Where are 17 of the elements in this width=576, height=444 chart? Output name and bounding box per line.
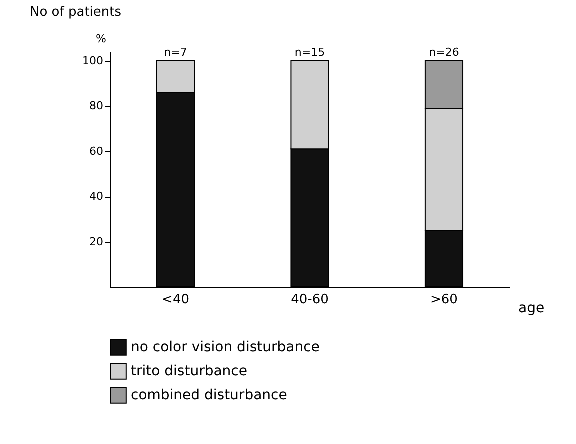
annotation: n=7 bbox=[164, 46, 188, 60]
y-tick-label: 40 bbox=[90, 190, 104, 204]
y-tick-label: 80 bbox=[90, 100, 104, 113]
y-tick-label: 60 bbox=[90, 144, 104, 158]
x-tick-label: 40-60 bbox=[291, 292, 329, 308]
y-tick-label: 20 bbox=[90, 235, 104, 248]
x-tick-label: <40 bbox=[162, 292, 190, 308]
legend-label: combined disturbance bbox=[131, 388, 288, 404]
legend-label: trito disturbance bbox=[131, 364, 248, 380]
legend-label: no color vision disturbance bbox=[131, 340, 320, 356]
y-tick-label: 100 bbox=[82, 54, 104, 68]
annotation: n=26 bbox=[429, 46, 460, 60]
annotation: n=15 bbox=[294, 46, 326, 60]
x-axis-title: age bbox=[518, 300, 545, 316]
x-tick-label: >60 bbox=[430, 292, 458, 308]
chart-title: No of patients bbox=[30, 5, 122, 20]
y-axis-title: % bbox=[96, 32, 106, 46]
